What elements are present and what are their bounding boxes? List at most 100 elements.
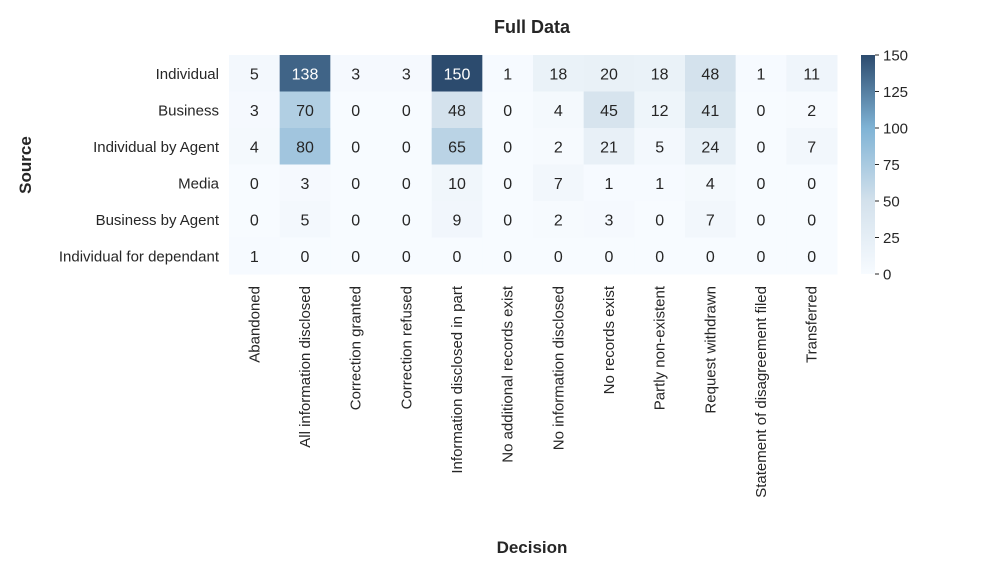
cell-value-label: 0 bbox=[402, 103, 411, 120]
heatmap-cell bbox=[634, 91, 686, 129]
heatmap-cell bbox=[381, 55, 433, 92]
cell-value-label: 2 bbox=[554, 212, 563, 229]
heatmap-cell bbox=[685, 164, 737, 202]
heatmap-cell bbox=[229, 128, 281, 165]
cell-value-label: 2 bbox=[554, 139, 563, 156]
cell-value-label: 48 bbox=[448, 103, 466, 120]
heatmap-cell bbox=[533, 237, 585, 275]
x-tick-label: Information disclosed in part bbox=[449, 285, 466, 473]
heatmap-cell bbox=[482, 164, 534, 202]
heatmap-cell bbox=[583, 237, 635, 275]
colorbar-tick-label: 125 bbox=[883, 84, 908, 101]
heatmap-cell bbox=[330, 91, 382, 129]
heatmap-cell bbox=[330, 128, 382, 165]
cell-value-label: 0 bbox=[503, 103, 512, 120]
heatmap-cell bbox=[431, 91, 483, 129]
y-tick-label: Individual by Agent bbox=[93, 139, 220, 156]
cell-value-label: 0 bbox=[503, 212, 512, 229]
heatmap-cell bbox=[735, 164, 787, 202]
x-tick-label: No additional records exist bbox=[500, 285, 517, 463]
heatmap-cell bbox=[533, 128, 585, 165]
colorbar-tick-label: 0 bbox=[883, 267, 891, 284]
cell-value-label: 0 bbox=[655, 249, 664, 266]
heatmap-cell bbox=[533, 201, 585, 238]
cell-value-label: 2 bbox=[807, 103, 816, 120]
colorbar bbox=[861, 55, 875, 274]
cell-value-label: 0 bbox=[351, 212, 360, 229]
heatmap-cell bbox=[229, 237, 281, 275]
heatmap-cell bbox=[431, 164, 483, 202]
cell-value-label: 1 bbox=[757, 66, 766, 83]
heatmap-cell bbox=[634, 201, 686, 238]
x-tick-label: Correction refused bbox=[398, 286, 415, 409]
x-tick-label: No information disclosed bbox=[550, 286, 567, 450]
y-tick-labels: Individual Business Individual by Agent Med… bbox=[59, 66, 220, 266]
y-tick-label: Business bbox=[158, 102, 219, 119]
cell-value-label: 4 bbox=[554, 103, 563, 120]
cell-value-label: 0 bbox=[807, 176, 816, 193]
heatmap-cell bbox=[381, 201, 433, 238]
cell-value-label: 20 bbox=[600, 66, 618, 83]
x-tick-label: Statement of disagreement filed bbox=[753, 286, 770, 498]
heatmap-cell bbox=[330, 164, 382, 202]
cell-value-label: 1 bbox=[655, 176, 664, 193]
heatmap-cell bbox=[786, 55, 838, 92]
cell-value-label: 0 bbox=[757, 212, 766, 229]
heatmap-cell bbox=[583, 91, 635, 129]
heatmap-cell bbox=[229, 91, 281, 129]
heatmap-cell bbox=[533, 91, 585, 129]
heatmap-cell bbox=[786, 91, 838, 129]
heatmap-cell bbox=[279, 237, 331, 275]
cell-value-label: 150 bbox=[444, 66, 471, 83]
cell-value-label: 48 bbox=[701, 66, 719, 83]
heatmap-cell bbox=[735, 91, 787, 129]
heatmap-cell bbox=[482, 91, 534, 129]
heatmap-cell bbox=[229, 55, 281, 92]
heatmap-cell bbox=[431, 201, 483, 238]
x-axis-label: Decision bbox=[497, 538, 568, 557]
cell-value-label: 0 bbox=[503, 139, 512, 156]
heatmap-cell bbox=[330, 55, 382, 92]
heatmap-cell bbox=[330, 201, 382, 238]
heatmap-cell bbox=[431, 237, 483, 275]
cell-value-label: 0 bbox=[807, 212, 816, 229]
heatmap-cell bbox=[685, 237, 737, 275]
heatmap-cell bbox=[786, 128, 838, 165]
cell-value-label: 70 bbox=[296, 103, 314, 120]
cell-value-label: 0 bbox=[655, 212, 664, 229]
cell-value-label: 45 bbox=[600, 103, 618, 120]
colorbar-tick-label: 75 bbox=[883, 157, 900, 174]
cell-value-label: 0 bbox=[757, 139, 766, 156]
heatmap-cell bbox=[735, 55, 787, 92]
heatmap-cell bbox=[482, 201, 534, 238]
cell-value-label: 80 bbox=[296, 139, 314, 156]
heatmap-cell bbox=[786, 164, 838, 202]
cell-value-label: 0 bbox=[351, 176, 360, 193]
cell-value-label: 0 bbox=[706, 249, 715, 266]
heatmap-cell bbox=[685, 55, 737, 92]
heatmap-cell bbox=[533, 55, 585, 92]
heatmap-cell bbox=[583, 201, 635, 238]
heatmap-cell bbox=[330, 237, 382, 275]
heatmap-cell bbox=[583, 55, 635, 92]
cell-value-label: 1 bbox=[605, 176, 614, 193]
cell-value-label: 11 bbox=[803, 66, 820, 83]
cell-value-label: 0 bbox=[402, 176, 411, 193]
cell-value-label: 3 bbox=[301, 176, 310, 193]
heatmap-cell bbox=[786, 201, 838, 238]
cell-value-label: 7 bbox=[807, 139, 816, 156]
heatmap-cell bbox=[685, 201, 737, 238]
cell-value-label: 21 bbox=[600, 139, 618, 156]
heatmap-cell bbox=[482, 55, 534, 92]
heatmap-cell bbox=[229, 201, 281, 238]
y-axis-label: Source bbox=[16, 136, 35, 194]
heatmap-cell bbox=[583, 128, 635, 165]
heatmap-cell bbox=[279, 91, 331, 129]
cell-value-label: 0 bbox=[402, 139, 411, 156]
cell-value-label: 0 bbox=[453, 249, 462, 266]
x-tick-label: Partly non-existent bbox=[652, 285, 669, 410]
heatmap-cell bbox=[381, 237, 433, 275]
y-tick-label: Media bbox=[178, 175, 220, 192]
heatmap-cell bbox=[279, 164, 331, 202]
